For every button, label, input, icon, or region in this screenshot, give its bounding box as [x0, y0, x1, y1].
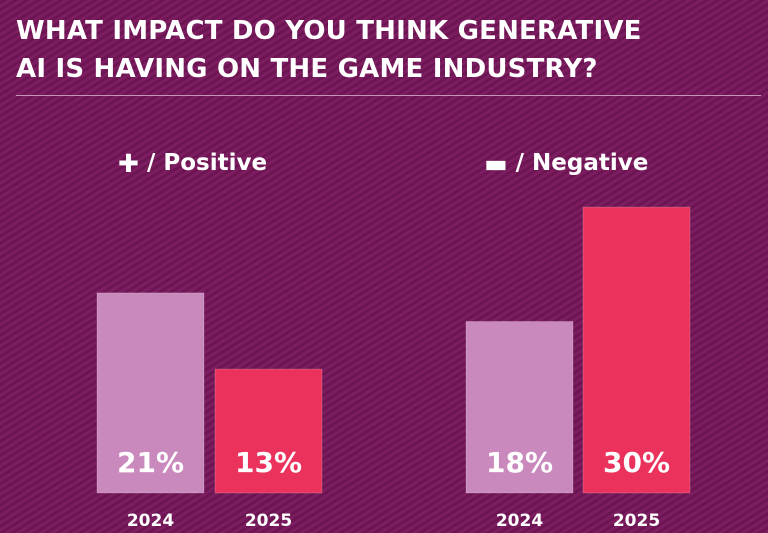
title-divider [16, 95, 761, 96]
minus-icon: ▬ [484, 148, 508, 178]
data-label-negative-2025: 30% [603, 446, 670, 479]
data-label-positive-2024: 21% [117, 446, 184, 479]
title-line-1: WHAT IMPACT DO YOU THINK GENERATIVE [16, 16, 642, 46]
bar-negative-2024 [465, 320, 574, 494]
data-label-negative-2024: 18% [486, 446, 553, 479]
group-label-positive: ✚ / Positive [118, 145, 267, 181]
group-label-positive-text: / Positive [146, 150, 268, 176]
chart-title: WHAT IMPACT DO YOU THINK GENERATIVE AI I… [16, 12, 756, 88]
x-tick-label-positive-2025: 2025 [245, 511, 292, 531]
bar-negative-2025 [582, 206, 691, 494]
bar-positive-2025 [214, 368, 323, 494]
title-line-2: AI IS HAVING ON THE GAME INDUSTRY? [16, 54, 598, 84]
group-label-negative-text: / Negative [515, 150, 649, 176]
bar-positive-2024 [96, 292, 205, 494]
x-tick-label-negative-2024: 2024 [496, 511, 543, 531]
x-tick-label-positive-2024: 2024 [127, 511, 174, 531]
data-label-positive-2025: 13% [235, 446, 302, 479]
group-label-negative: ▬ / Negative [484, 145, 648, 181]
plus-icon: ✚ [118, 148, 139, 178]
x-tick-label-negative-2025: 2025 [613, 511, 660, 531]
